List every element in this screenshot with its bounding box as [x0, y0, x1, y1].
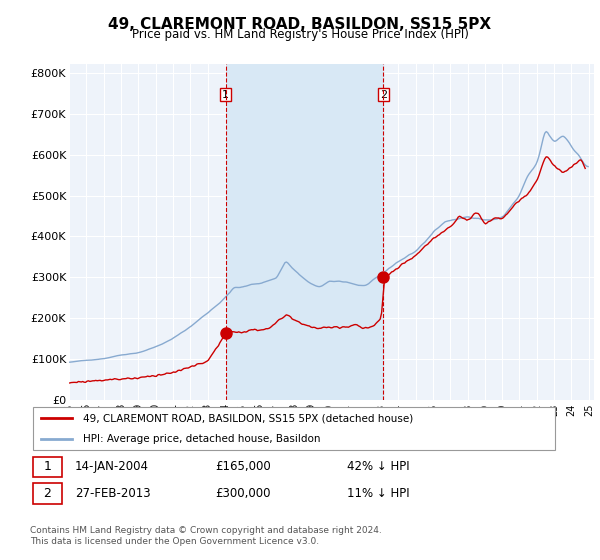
Text: 49, CLAREMONT ROAD, BASILDON, SS15 5PX (detached house): 49, CLAREMONT ROAD, BASILDON, SS15 5PX (…	[83, 413, 413, 423]
Text: 27-FEB-2013: 27-FEB-2013	[75, 487, 151, 500]
Text: 2: 2	[380, 90, 387, 100]
Text: 49, CLAREMONT ROAD, BASILDON, SS15 5PX: 49, CLAREMONT ROAD, BASILDON, SS15 5PX	[109, 17, 491, 32]
Text: 11% ↓ HPI: 11% ↓ HPI	[347, 487, 409, 500]
Text: £300,000: £300,000	[215, 487, 270, 500]
Text: Price paid vs. HM Land Registry's House Price Index (HPI): Price paid vs. HM Land Registry's House …	[131, 28, 469, 41]
Text: 14-JAN-2004: 14-JAN-2004	[75, 460, 149, 473]
Text: 1: 1	[222, 90, 229, 100]
Text: 1: 1	[43, 460, 51, 473]
FancyBboxPatch shape	[32, 407, 556, 450]
Text: HPI: Average price, detached house, Basildon: HPI: Average price, detached house, Basi…	[83, 433, 320, 444]
Text: 2: 2	[43, 487, 51, 500]
FancyBboxPatch shape	[32, 457, 62, 477]
Text: 42% ↓ HPI: 42% ↓ HPI	[347, 460, 409, 473]
Bar	[226, 64, 383, 400]
Text: £165,000: £165,000	[215, 460, 271, 473]
Text: Contains HM Land Registry data © Crown copyright and database right 2024.
This d: Contains HM Land Registry data © Crown c…	[30, 526, 382, 546]
FancyBboxPatch shape	[32, 483, 62, 503]
